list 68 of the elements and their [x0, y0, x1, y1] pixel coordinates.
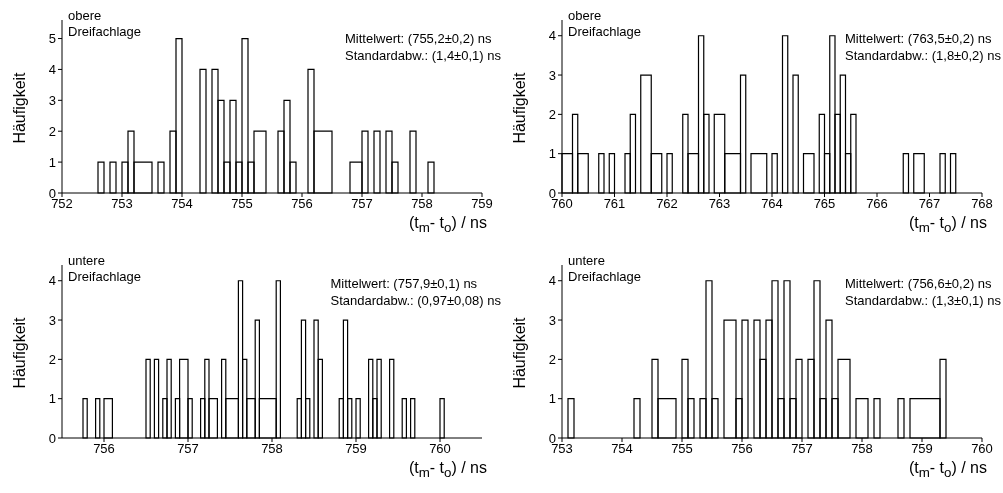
- y-tick-label: 1: [48, 391, 56, 407]
- chart-title: obere Dreifachlage: [68, 8, 142, 40]
- y-tick-label: 3: [48, 92, 56, 108]
- y-tick-label: 0: [48, 430, 56, 446]
- x-tick-label: 753: [111, 196, 133, 212]
- x-axis-title: (t$_{m}$- t$_{o}$) / ns: [908, 214, 987, 236]
- y-tick-label: 0: [548, 185, 556, 201]
- x-tick-label: 755: [671, 441, 693, 457]
- x-tick-label: 760: [971, 441, 993, 457]
- x-axis-title: (t$_{m}$- t$_{o}$) / ns: [908, 459, 987, 481]
- y-tick-label: 2: [48, 351, 56, 367]
- x-axis-title: (t$_{m}$- t$_{o}$) / ns: [408, 459, 487, 481]
- y-axis-title: Häufigkeit: [11, 72, 29, 144]
- y-tick-label: 2: [548, 106, 556, 122]
- x-tick-label: 759: [345, 441, 367, 457]
- x-axis-title: (t$_{m}$- t$_{o}$) / ns: [408, 214, 487, 236]
- x-tick-label: 757: [351, 196, 373, 212]
- chart-title: untere Dreifachlage: [568, 253, 642, 285]
- x-tick-label: 758: [411, 196, 433, 212]
- y-tick-label: 3: [48, 312, 56, 328]
- x-tick-label: 767: [918, 196, 941, 212]
- y-tick-label: 2: [548, 351, 556, 367]
- x-tick-label: 755: [231, 196, 253, 212]
- x-tick-label: 756: [731, 441, 753, 457]
- chart-title: obere Dreifachlage: [568, 8, 642, 40]
- x-tick-label: 757: [177, 441, 199, 457]
- annotation: Mittelwert: (757,9±0,1) ns: [330, 275, 479, 292]
- y-tick-label: 1: [48, 154, 56, 170]
- x-tick-label: 760: [429, 441, 451, 457]
- x-tick-label: 763: [708, 196, 731, 212]
- x-tick-label: 756: [93, 441, 115, 457]
- x-tick-label: 754: [611, 441, 633, 457]
- x-tick-label: 764: [761, 196, 783, 212]
- y-tick-label: 4: [48, 273, 56, 289]
- x-tick-label: 754: [171, 196, 193, 212]
- y-axis-title: Häufigkeit: [511, 317, 529, 389]
- y-axis-title: Häufigkeit: [11, 317, 29, 389]
- annotation: Mittelwert: (755,2±0,2) ns: [344, 30, 493, 47]
- y-tick-label: 5: [48, 31, 56, 47]
- y-tick-label: 1: [548, 391, 556, 407]
- x-tick-label: 768: [971, 196, 993, 212]
- annotation: Standardabw.: (1,8±0,2) ns: [844, 47, 1001, 64]
- x-tick-label: 762: [656, 196, 678, 212]
- y-tick-label: 4: [548, 273, 556, 289]
- annotation: Standardabw.: (1,4±0,1) ns: [344, 47, 501, 64]
- y-tick-label: 3: [548, 312, 556, 328]
- x-tick-label: 758: [851, 441, 873, 457]
- x-tick-label: 759: [471, 196, 493, 212]
- y-tick-label: 0: [548, 430, 556, 446]
- x-tick-label: 759: [911, 441, 933, 457]
- y-tick-label: 1: [548, 146, 556, 162]
- x-tick-label: 758: [261, 441, 283, 457]
- y-axis-title: Häufigkeit: [511, 72, 529, 144]
- annotation: Standardabw.: (0,97±0,08) ns: [330, 292, 501, 309]
- y-tick-label: 4: [48, 62, 56, 78]
- x-tick-label: 765: [813, 196, 836, 212]
- annotation: Standardabw.: (1,3±0,1) ns: [844, 292, 1001, 309]
- x-tick-label: 757: [791, 441, 813, 457]
- y-tick-label: 0: [48, 185, 56, 201]
- x-tick-label: 761: [603, 196, 626, 212]
- annotation: Mittelwert: (756,6±0,2) ns: [844, 275, 993, 292]
- x-tick-label: 756: [291, 196, 313, 212]
- annotation: Mittelwert: (763,5±0,2) ns: [844, 30, 993, 47]
- chart-title: untere Dreifachlage: [68, 253, 142, 285]
- y-tick-label: 3: [548, 67, 556, 83]
- x-tick-label: 766: [866, 196, 888, 212]
- y-tick-label: 2: [48, 123, 56, 139]
- y-tick-label: 4: [548, 28, 556, 44]
